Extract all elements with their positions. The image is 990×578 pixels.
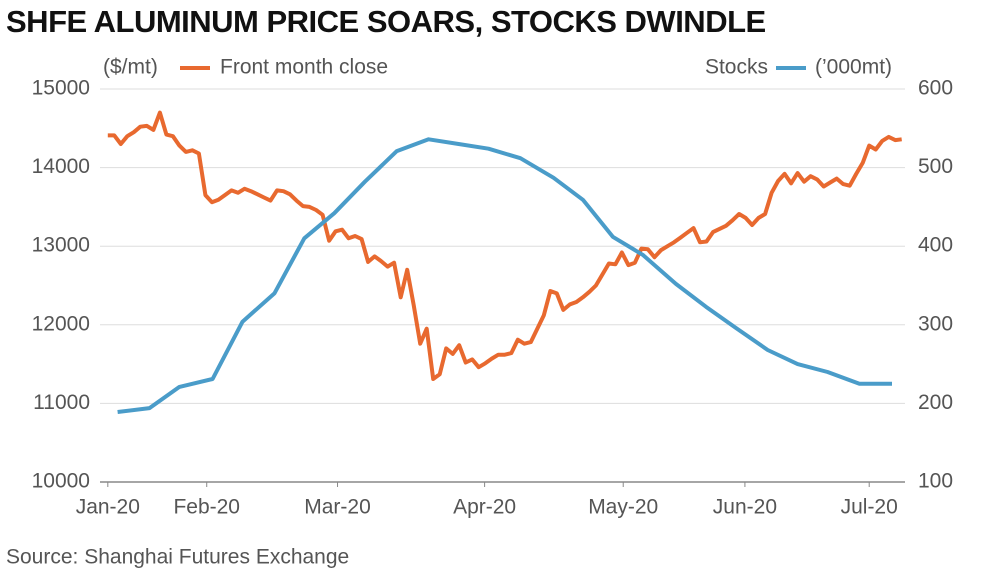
x-tick-label: Jan-20 bbox=[76, 496, 140, 519]
x-tick-label: Jul-20 bbox=[841, 496, 898, 519]
y-tick-label: 11000 bbox=[33, 391, 90, 414]
y-axis-label: ($/mt) bbox=[103, 56, 158, 79]
y2-tick-label: 200 bbox=[918, 391, 953, 414]
legend-label: Front month close bbox=[220, 56, 388, 79]
chart-title: SHFE ALUMINUM PRICE SOARS, STOCKS DWINDL… bbox=[6, 4, 766, 39]
line-series bbox=[117, 137, 892, 414]
y-tick-label: 13000 bbox=[32, 234, 90, 257]
y2-tick-label: 400 bbox=[918, 234, 953, 257]
x-tick-label: Mar-20 bbox=[304, 496, 371, 519]
y-tick-label: 14000 bbox=[32, 155, 90, 178]
y2-tick-label: 100 bbox=[918, 470, 953, 493]
y2-axis-label: (’000mt) bbox=[815, 56, 892, 79]
y2-tick-label: 500 bbox=[918, 155, 953, 178]
y-tick-label: 12000 bbox=[32, 312, 90, 335]
y-tick-label: 10000 bbox=[32, 470, 90, 493]
source: Source: Shanghai Futures Exchange bbox=[6, 546, 349, 569]
x-tick-label: Jun-20 bbox=[713, 496, 777, 519]
x-tick-label: Apr-20 bbox=[453, 496, 516, 519]
line-series bbox=[107, 110, 902, 381]
y2-tick-label: 600 bbox=[918, 77, 953, 100]
x-tick-label: Feb-20 bbox=[173, 496, 240, 519]
y2-tick-label: 300 bbox=[918, 312, 953, 335]
x-tick-label: May-20 bbox=[588, 496, 658, 519]
legend-label: Stocks bbox=[705, 56, 768, 79]
y-tick-label: 15000 bbox=[32, 77, 90, 100]
